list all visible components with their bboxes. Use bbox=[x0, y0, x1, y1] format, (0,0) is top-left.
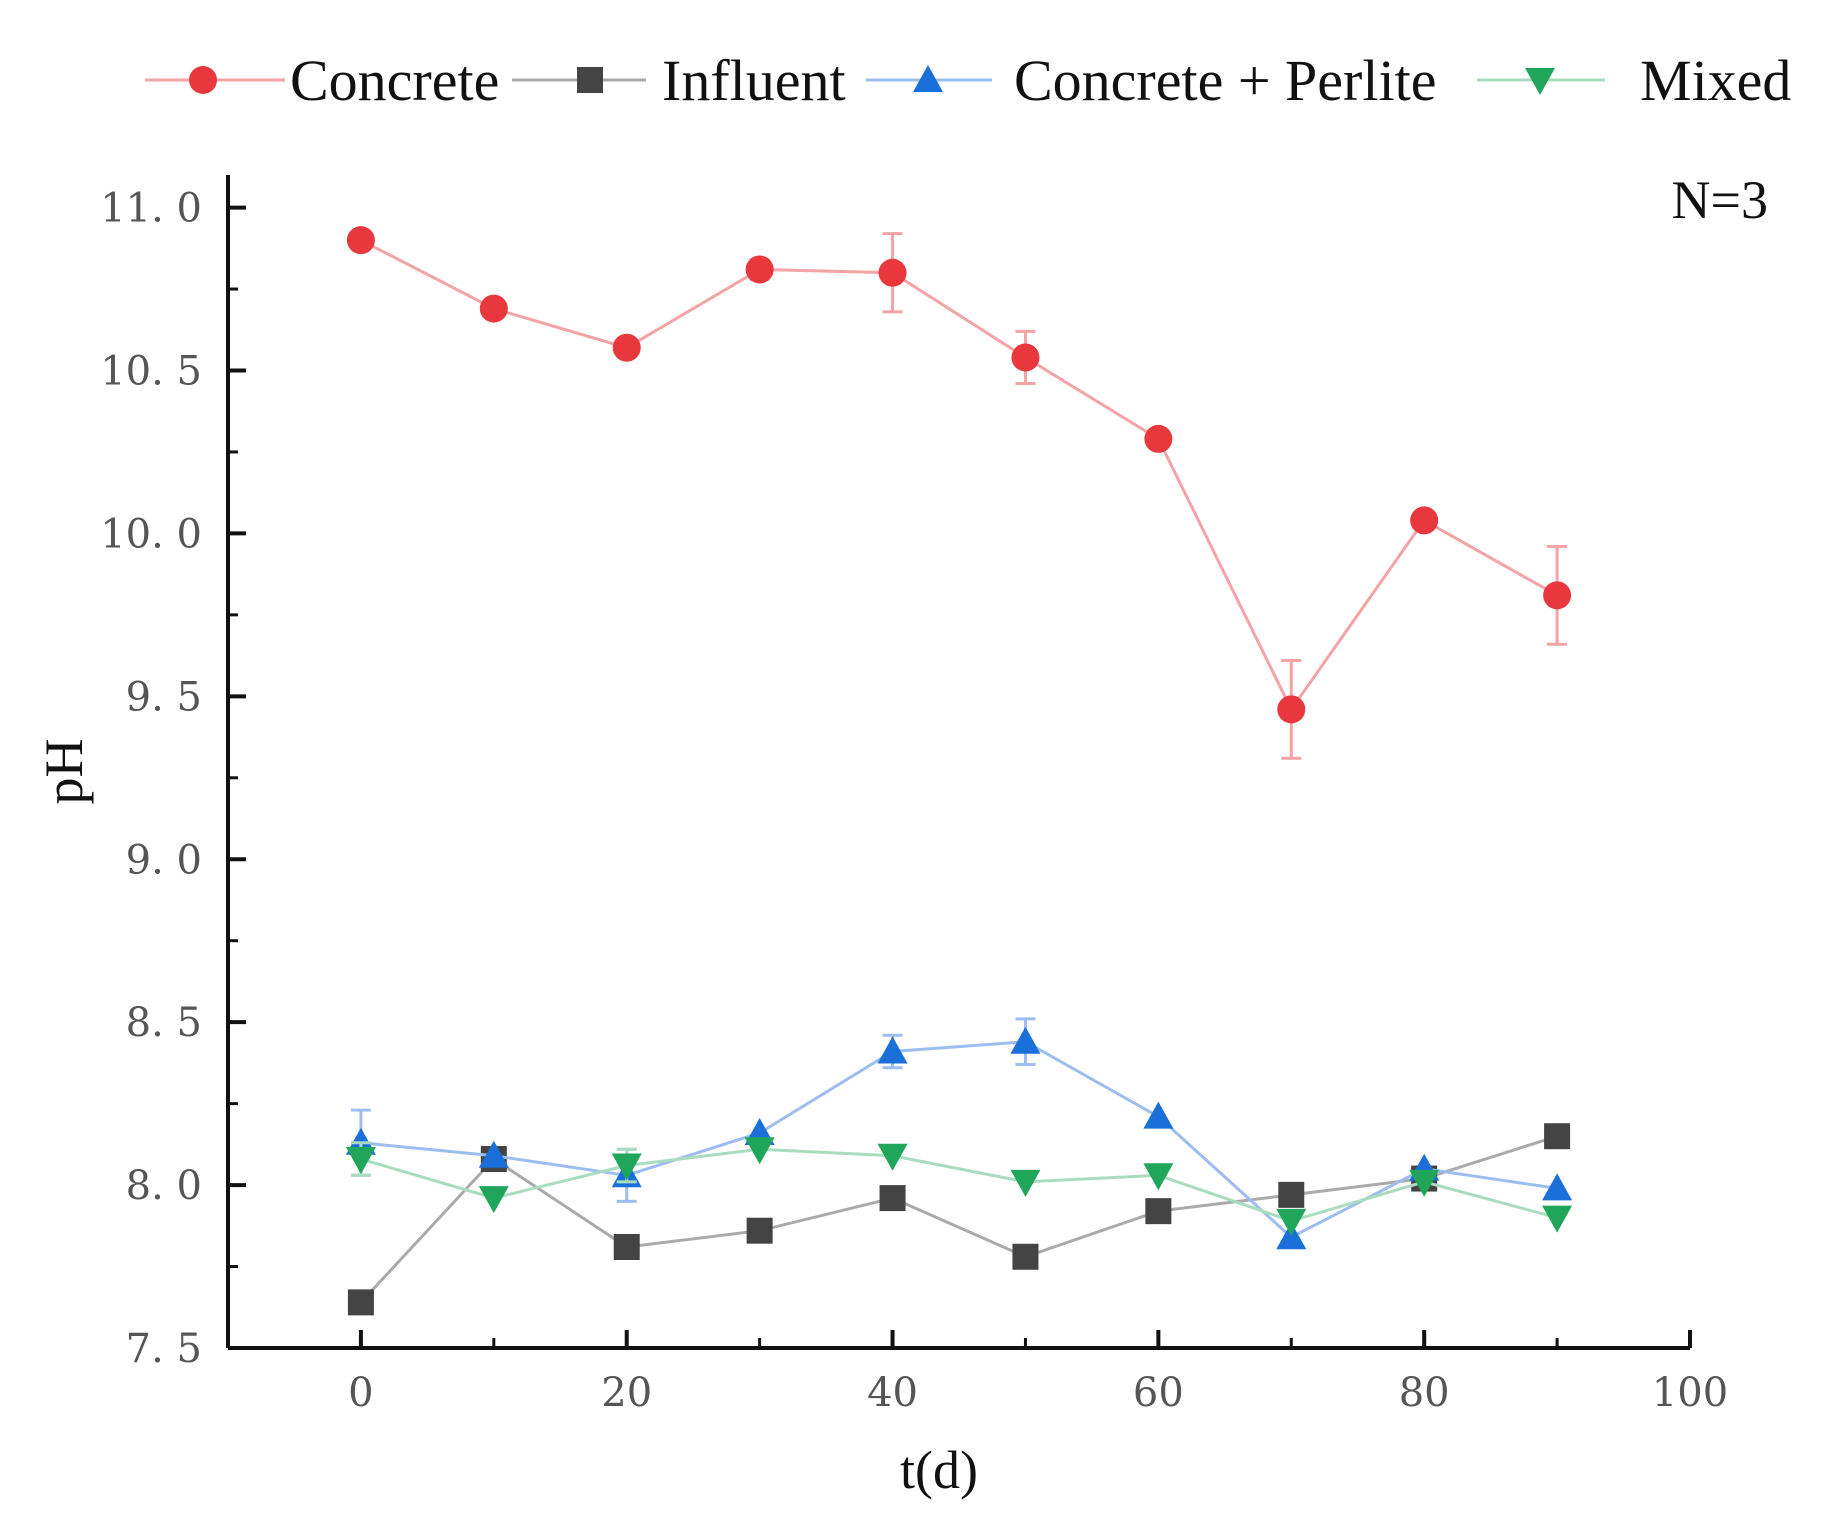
data-point-mixed bbox=[1276, 1208, 1307, 1236]
data-point-influent bbox=[613, 1233, 640, 1260]
data-point-mixed bbox=[478, 1186, 509, 1214]
legend-item-concrete-perlite: Concrete + Perlite bbox=[866, 48, 1436, 113]
data-point-influent bbox=[746, 1217, 773, 1244]
legend-label: Concrete bbox=[290, 48, 499, 113]
x-tick-label: 0 bbox=[348, 1370, 373, 1416]
y-tick-label: 8. 5 bbox=[126, 1000, 202, 1046]
data-point-concrete-perlite bbox=[1542, 1173, 1573, 1201]
data-point-mixed bbox=[1010, 1169, 1041, 1197]
x-tick-label: 40 bbox=[867, 1370, 918, 1416]
x-tick-label: 20 bbox=[601, 1370, 652, 1416]
legend-marker bbox=[913, 65, 943, 92]
data-point-concrete bbox=[1277, 695, 1306, 724]
data-point-mixed bbox=[877, 1143, 908, 1171]
y-tick-label: 11. 0 bbox=[100, 186, 202, 232]
series-concrete-perlite bbox=[345, 1017, 1573, 1250]
series-line-concrete-perlite bbox=[360, 1040, 1558, 1240]
legend-marker bbox=[1525, 68, 1555, 95]
legend-marker bbox=[189, 66, 217, 94]
legend-label: Mixed bbox=[1640, 48, 1791, 113]
y-tick-label: 7. 5 bbox=[126, 1326, 202, 1372]
data-point-mixed bbox=[1542, 1205, 1573, 1233]
y-tick-label: 8. 0 bbox=[126, 1163, 202, 1209]
data-point-influent bbox=[347, 1289, 374, 1316]
data-point-concrete bbox=[612, 333, 641, 362]
data-point-concrete bbox=[1144, 424, 1173, 453]
x-ticks: 0 20 40 60 80 100 bbox=[348, 1330, 1728, 1416]
data-point-concrete bbox=[1011, 343, 1040, 372]
data-point-concrete bbox=[346, 226, 375, 255]
legend-item-influent: Influent bbox=[512, 48, 846, 113]
sample-size-annotation: N=3 bbox=[1672, 170, 1768, 230]
data-point-mixed bbox=[611, 1153, 642, 1181]
data-point-concrete bbox=[745, 255, 774, 284]
data-point-concrete-perlite bbox=[1143, 1101, 1174, 1129]
legend-item-mixed: Mixed bbox=[1477, 48, 1791, 113]
data-point-concrete-perlite bbox=[478, 1140, 509, 1168]
series-line-concrete bbox=[360, 238, 1558, 713]
data-point-influent bbox=[1278, 1181, 1305, 1208]
series-line-mixed bbox=[360, 1147, 1558, 1223]
data-point-concrete-perlite bbox=[1010, 1026, 1041, 1054]
legend-label: Influent bbox=[662, 48, 846, 113]
data-point-concrete-perlite bbox=[877, 1036, 908, 1064]
series-line-influent bbox=[359, 1134, 1558, 1304]
legend-item-concrete: Concrete bbox=[145, 48, 499, 113]
data-point-influent bbox=[1012, 1243, 1039, 1270]
series-influent bbox=[347, 1123, 1571, 1316]
y-tick-label: 9. 0 bbox=[126, 837, 202, 883]
data-point-concrete bbox=[1410, 506, 1439, 535]
data-point-influent bbox=[1145, 1198, 1172, 1225]
series-mixed bbox=[345, 1137, 1573, 1236]
y-tick-label: 10. 5 bbox=[100, 349, 202, 395]
legend-label: Concrete + Perlite bbox=[1014, 48, 1436, 113]
x-tick-label: 60 bbox=[1133, 1370, 1184, 1416]
y-axis-title: pH bbox=[34, 739, 94, 805]
data-point-mixed bbox=[1143, 1163, 1174, 1191]
legend: Concrete Influent Concrete + Perlite Mixed bbox=[145, 48, 1791, 113]
data-point-influent bbox=[879, 1185, 906, 1212]
y-tick-label: 9. 5 bbox=[126, 674, 202, 720]
x-tick-label: 100 bbox=[1652, 1370, 1728, 1416]
axes: 7. 5 8. 0 8. 5 9. 0 9. 5 10. 0 10. 5 11. 0 0 20 4… bbox=[100, 175, 1728, 1416]
data-point-concrete bbox=[1543, 581, 1572, 610]
plot-area bbox=[345, 226, 1573, 1316]
data-point-mixed bbox=[744, 1137, 775, 1165]
data-point-mixed bbox=[1409, 1169, 1440, 1197]
data-point-concrete bbox=[878, 258, 907, 287]
legend-marker bbox=[577, 67, 603, 93]
y-ticks: 7. 5 8. 0 8. 5 9. 0 9. 5 10. 0 10. 5 11. 0 bbox=[100, 186, 246, 1372]
y-tick-label: 10. 0 bbox=[100, 511, 202, 557]
data-point-mixed bbox=[345, 1147, 376, 1175]
x-axis-title: t(d) bbox=[900, 1440, 978, 1500]
data-point-influent bbox=[1544, 1123, 1571, 1150]
data-point-concrete bbox=[479, 294, 508, 323]
x-tick-label: 80 bbox=[1399, 1370, 1450, 1416]
series-concrete bbox=[346, 226, 1572, 760]
